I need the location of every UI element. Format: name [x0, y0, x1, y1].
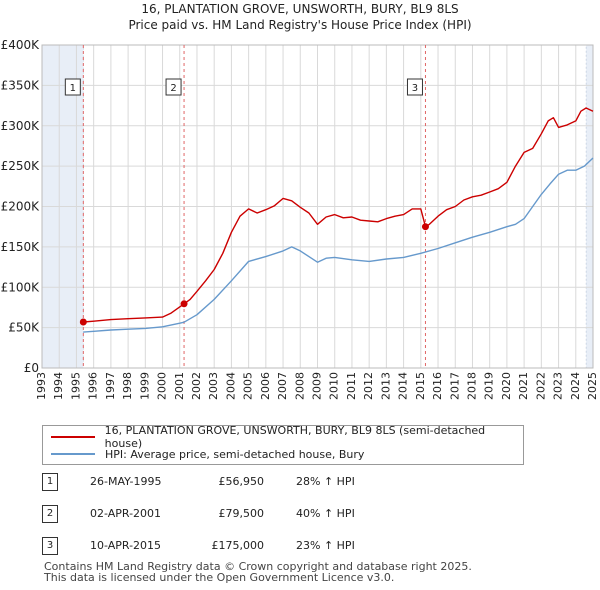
price-chart: 1993 1994 1995 1996 1997 1998 1999 2000 2001 2002…	[1, 38, 599, 400]
sale-number-label: 3	[412, 83, 418, 94]
x-tick-label: 2022	[534, 372, 547, 400]
x-tick-label: 2008	[293, 372, 306, 400]
sale-number-box	[64, 78, 81, 96]
legend-line-price	[51, 436, 95, 438]
sale-number-label: 1	[70, 83, 76, 94]
legend-item-price: 16, PLANTATION GROVE, UNSWORTH, BURY, BL…	[51, 424, 523, 450]
y-tick-label: £0	[24, 361, 39, 375]
legend-label-hpi: HPI: Average price, semi-detached house,…	[105, 447, 365, 461]
sale-price: £79,500	[218, 507, 265, 520]
price-series-line	[83, 107, 594, 323]
x-tick-label: 2016	[431, 372, 444, 400]
y-tick-label: £350K	[1, 78, 41, 92]
sale-row: 3 10-APR-2015 £175,000 23% ↑ HPI	[42, 535, 562, 557]
y-tick-label: £250K	[1, 159, 41, 173]
x-tick-label: 2015	[414, 372, 427, 400]
x-tick-label: 1994	[52, 372, 65, 400]
sale-point	[421, 223, 429, 231]
sale-number-box	[406, 78, 423, 96]
x-tick-label: 2021	[517, 372, 530, 400]
x-tick-label: 2025	[586, 372, 599, 400]
sale-number-badge: 2	[42, 505, 58, 523]
x-tick-label: 2020	[500, 372, 513, 400]
y-tick-label: £50K	[8, 321, 40, 335]
x-tick-label: 2004	[224, 372, 237, 400]
x-tick-label: 2013	[379, 372, 392, 400]
x-tick-label: 1999	[138, 372, 151, 400]
footer-attribution: Contains HM Land Registry data © Crown c…	[44, 561, 472, 583]
y-tick-label: £150K	[1, 240, 41, 254]
sale-point	[79, 318, 87, 326]
x-tick-label: 2019	[483, 372, 496, 400]
x-tick-label: 1996	[87, 372, 100, 400]
chart-subtitle: Price paid vs. HM Land Registry's House …	[128, 18, 472, 32]
x-tick-label: 2007	[276, 372, 289, 400]
x-tick-label: 2011	[345, 372, 358, 400]
x-tick-label: 2014	[397, 372, 410, 400]
sale-number-box	[165, 78, 182, 96]
x-tick-label: 1995	[69, 372, 82, 400]
x-tick-label: 1998	[121, 372, 134, 400]
y-tick-label: £100K	[1, 280, 41, 294]
sale-hpi-change: 28% ↑ HPI	[296, 475, 355, 488]
x-tick-label: 2002	[190, 372, 203, 400]
sale-row: 1 26-MAY-1995 £56,950 28% ↑ HPI	[42, 471, 562, 493]
chart-title: 16, PLANTATION GROVE, UNSWORTH, BURY, BL…	[141, 2, 459, 16]
y-tick-label: £200K	[1, 200, 41, 214]
x-tick-label: 2001	[173, 372, 186, 400]
x-tick-label: 2017	[448, 372, 461, 400]
sale-number-label: 2	[170, 83, 176, 94]
x-tick-label: 2018	[465, 372, 478, 400]
x-tick-label: 2023	[552, 372, 565, 400]
x-tick-label: 1997	[104, 372, 117, 400]
x-tick-label: 2005	[242, 372, 255, 400]
footer-line-copyright: Contains HM Land Registry data © Crown c…	[44, 560, 472, 573]
x-tick-label: 1993	[35, 372, 48, 400]
x-tick-label: 2010	[328, 372, 341, 400]
legend-label-price: 16, PLANTATION GROVE, UNSWORTH, BURY, BL…	[104, 424, 486, 450]
sale-price: £175,000	[211, 539, 265, 552]
sale-row: 2 02-APR-2001 £79,500 40% ↑ HPI	[42, 503, 562, 525]
y-tick-label: £400K	[1, 38, 41, 52]
y-tick-label: £300K	[1, 119, 41, 133]
footer-line-licence: This data is licensed under the Open Gov…	[44, 571, 395, 584]
sale-date: 02-APR-2001	[90, 507, 162, 520]
x-tick-label: 2009	[311, 372, 324, 400]
sale-price: £56,950	[218, 475, 265, 488]
legend-item-hpi: HPI: Average price, semi-detached house,…	[51, 446, 364, 462]
plot-frame	[41, 44, 594, 369]
sale-number-badge: 1	[42, 473, 58, 491]
sale-hpi-change: 40% ↑ HPI	[296, 507, 355, 520]
x-tick-label: 2006	[259, 372, 272, 400]
sale-point	[180, 300, 188, 308]
sale-date: 10-APR-2015	[90, 539, 162, 552]
x-tick-label: 2000	[156, 372, 169, 400]
hpi-series-line	[83, 157, 594, 333]
x-tick-label: 2003	[207, 372, 220, 400]
chart-legend: 16, PLANTATION GROVE, UNSWORTH, BURY, BL…	[42, 424, 524, 465]
sale-number-badge: 3	[42, 537, 58, 555]
x-tick-label: 2012	[362, 372, 375, 400]
sale-date: 26-MAY-1995	[90, 475, 162, 488]
legend-line-hpi	[51, 453, 95, 455]
x-tick-label: 2024	[569, 372, 582, 400]
sale-hpi-change: 23% ↑ HPI	[296, 539, 355, 552]
